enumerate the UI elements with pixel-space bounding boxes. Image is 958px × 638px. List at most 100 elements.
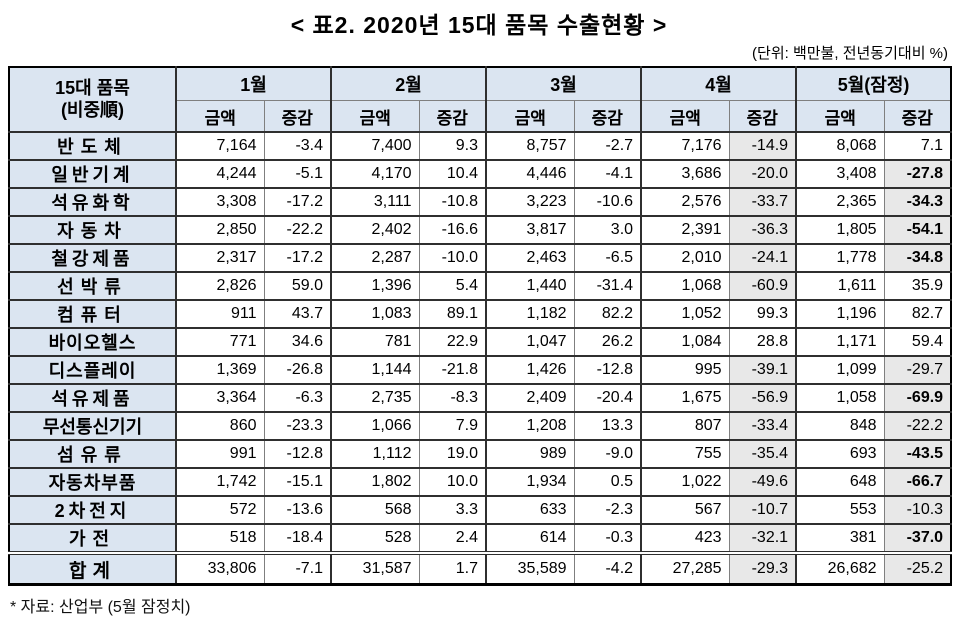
amount-cell: 8,068 [795,131,885,160]
change-cell: -32.1 [728,523,797,553]
change-cell: -26.8 [263,355,332,384]
amount-cell: 1,171 [795,327,885,356]
table-row: 자동차부품 1,742 -15.1 1,802 10.0 1,934 0.5 1,022 -49… [8,467,952,496]
amount-cell: 2,010 [640,243,730,272]
amount-cell: 31,587 [330,551,420,585]
amount-cell: 755 [640,439,730,468]
amount-cell: 693 [795,439,885,468]
amount-cell: 3,223 [485,187,575,216]
table-row: 자동차 2,850 -22.2 2,402 -16.6 3,817 3.0 2,391 -36.… [8,215,952,244]
item-label: 가전 [8,523,177,553]
amount-cell: 1,084 [640,327,730,356]
change-cell: -43.5 [883,439,952,468]
item-label: 석유화학 [8,187,177,216]
corner-header-line1: 15대 품목 [55,77,130,98]
corner-header-line2: (비중順) [60,99,125,120]
amount-cell: 1,611 [795,271,885,300]
change-cell: -60.9 [728,271,797,300]
change-cell: -39.1 [728,355,797,384]
change-cell: -15.1 [263,467,332,496]
source-footnote: * 자료: 산업부 (5월 잠정치) [10,599,191,616]
item-label: 반도체 [8,131,177,160]
amount-cell: 1,396 [330,271,420,300]
amount-cell: 3,111 [330,187,420,216]
amount-cell: 8,757 [485,131,575,160]
amount-subheader: 금액 [485,100,575,133]
amount-cell: 518 [175,523,264,553]
amount-cell: 614 [485,523,575,553]
table-row: 일반기계 4,244 -5.1 4,170 10.4 4,446 -4.1 3,686 -20.… [8,159,952,188]
change-cell: -22.2 [263,215,332,244]
change-cell: 82.2 [573,299,642,328]
amount-subheader: 금액 [640,100,730,133]
amount-cell: 1,778 [795,243,885,272]
change-cell: 5.4 [418,271,487,300]
change-cell: -10.3 [883,495,952,524]
change-cell: 3.0 [573,215,642,244]
amount-cell: 3,408 [795,159,885,188]
change-subheader: 증감 [573,100,642,133]
change-cell: -37.0 [883,523,952,553]
header-row-subcolumns: 금액 증감 금액 증감 금액 증감 금액 증감 금액 증감 [9,100,952,133]
change-cell: -5.1 [263,159,332,188]
table-row: 섬유류 991 -12.8 1,112 19.0 989 -9.0 755 -35.4 693 -4… [8,439,952,468]
item-label: 디스플레이 [8,355,177,384]
change-cell: -33.4 [728,411,797,440]
change-cell: 22.9 [418,327,487,356]
amount-cell: 1,934 [485,467,575,496]
change-cell: 82.7 [883,299,952,328]
item-label: 무선통신기기 [8,411,177,440]
table-row: 가전 518 -18.4 528 2.4 614 -0.3 423 -32.1 381 -37.0 [8,523,952,553]
item-label: 바이오헬스 [8,327,177,356]
change-cell: -14.9 [728,131,797,160]
change-cell: -24.1 [728,243,797,272]
amount-cell: 1,068 [640,271,730,300]
change-cell: -20.0 [728,159,797,188]
change-cell: 0.5 [573,467,642,496]
change-cell: 1.7 [418,551,487,585]
change-cell: 9.3 [418,131,487,160]
amount-cell: 1,022 [640,467,730,496]
change-cell: -2.7 [573,131,642,160]
change-cell: -27.8 [883,159,952,188]
change-cell: -10.7 [728,495,797,524]
change-cell: -29.3 [728,551,797,585]
amount-cell: 781 [330,327,420,356]
change-cell: 7.9 [418,411,487,440]
change-cell: -23.3 [263,411,332,440]
change-cell: -29.7 [883,355,952,384]
change-cell: -7.1 [263,551,332,585]
amount-cell: 1,112 [330,439,420,468]
table-row: 철강제품 2,317 -17.2 2,287 -10.0 2,463 -6.5 2,010 -2… [8,243,952,272]
change-cell: -8.3 [418,383,487,412]
amount-cell: 3,308 [175,187,264,216]
change-cell: 28.8 [728,327,797,356]
change-cell: 99.3 [728,299,797,328]
change-cell: 59.0 [263,271,332,300]
amount-cell: 1,742 [175,467,264,496]
amount-cell: 567 [640,495,730,524]
month-header: 5월(잠정) [795,67,952,101]
amount-cell: 848 [795,411,885,440]
month-header: 1월 [174,67,332,101]
change-cell: -17.2 [263,243,332,272]
item-label: 자동차 [8,215,177,244]
amount-cell: 1,083 [330,299,420,328]
month-header: 2월 [330,67,487,101]
amount-cell: 3,364 [175,383,264,412]
item-label: 자동차부품 [8,467,177,496]
item-label: 석유제품 [8,383,177,412]
amount-cell: 1,675 [640,383,730,412]
amount-cell: 35,589 [485,551,575,585]
amount-cell: 1,144 [330,355,420,384]
item-label: 선박류 [8,271,177,300]
amount-cell: 1,208 [485,411,575,440]
table-row: 컴퓨터 911 43.7 1,083 89.1 1,182 82.2 1,052 99.3 1,1… [8,299,952,328]
amount-cell: 2,409 [485,383,575,412]
change-cell: -6.5 [573,243,642,272]
table-row: 석유화학 3,308 -17.2 3,111 -10.8 3,223 -10.6 2,576-… [8,187,952,216]
amount-cell: 26,682 [795,551,885,585]
month-header: 4월 [640,67,797,101]
change-cell: -20.4 [573,383,642,412]
amount-cell: 1,052 [640,299,730,328]
